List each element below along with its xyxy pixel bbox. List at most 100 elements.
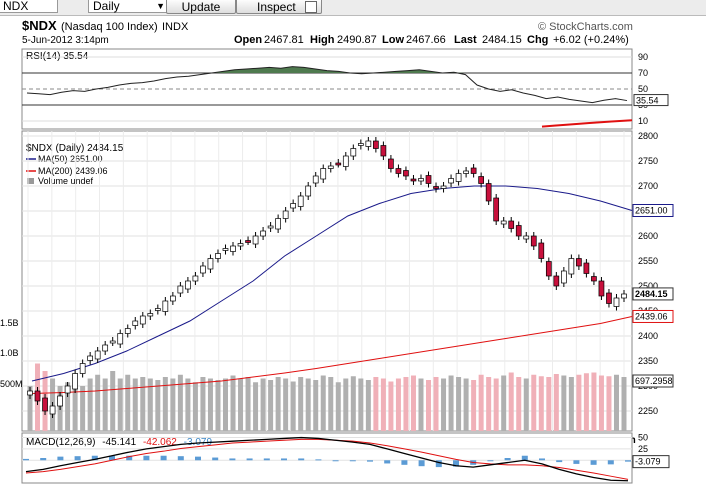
volume-bar bbox=[230, 375, 236, 431]
candle-body bbox=[64, 385, 71, 394]
candle-body bbox=[252, 235, 259, 245]
candle-body bbox=[102, 344, 109, 352]
toolbar: NDX Daily ▼ Update Inspect bbox=[0, 0, 706, 16]
volume-bar bbox=[508, 372, 514, 431]
candle-body bbox=[591, 276, 597, 282]
macd-hist-bar bbox=[349, 460, 356, 462]
candle-body bbox=[245, 240, 251, 243]
volume-bar bbox=[162, 377, 168, 431]
candle-body bbox=[500, 220, 507, 225]
volume-bar bbox=[486, 377, 492, 431]
volume-bar bbox=[313, 380, 319, 431]
ma200-legend: MA(200) 2439.06 bbox=[38, 166, 108, 176]
volume-bar bbox=[305, 378, 311, 431]
last-value: 2484.15 bbox=[482, 34, 522, 46]
low-value: 2467.66 bbox=[406, 34, 446, 46]
volume-bar bbox=[568, 377, 574, 431]
signal-value: -42.062 bbox=[143, 437, 177, 448]
macd-hist-bar bbox=[263, 458, 270, 461]
macd-hist-bar bbox=[367, 460, 373, 462]
macd-hist-bar bbox=[590, 460, 597, 465]
candle-body bbox=[425, 175, 432, 184]
symbol-input[interactable]: NDX bbox=[0, 0, 58, 13]
candle-body bbox=[267, 225, 274, 229]
checkbox-icon[interactable] bbox=[305, 1, 317, 13]
macd-hist-bar bbox=[298, 458, 305, 461]
update-button[interactable]: Update bbox=[166, 0, 236, 14]
volume-bar bbox=[448, 375, 454, 431]
candle-body bbox=[49, 405, 56, 415]
volume-bar bbox=[192, 382, 198, 431]
rsi-tick-label: 10 bbox=[638, 116, 648, 126]
candle-body bbox=[177, 285, 184, 294]
volume-bar bbox=[132, 378, 138, 431]
rsi-tick-label: 90 bbox=[638, 52, 648, 62]
macd-hist-bar bbox=[177, 456, 184, 461]
volume-bar bbox=[606, 376, 612, 431]
price-tick-label: 2800 bbox=[638, 131, 658, 141]
volume-bar bbox=[185, 378, 191, 431]
macd-hist-bar bbox=[229, 458, 236, 461]
price-tag-label: 697.2958 bbox=[635, 376, 673, 386]
volume-bar bbox=[253, 382, 259, 431]
volume-bar bbox=[516, 377, 522, 431]
candle-body bbox=[342, 155, 349, 167]
macd-panel: MACD(12,26,9) -45.141 -42.062 -3.079 025… bbox=[21, 432, 670, 484]
macd-hist-bar bbox=[607, 460, 614, 465]
volume-bar bbox=[523, 378, 529, 431]
inspect-toggle[interactable]: Inspect bbox=[236, 0, 322, 14]
candle-body bbox=[305, 185, 312, 197]
candle-body bbox=[162, 300, 169, 312]
macd-tick-label: 25 bbox=[638, 444, 648, 454]
volume-bar bbox=[418, 378, 424, 431]
candle-body bbox=[433, 186, 439, 189]
volume-bar bbox=[493, 378, 499, 431]
price-tag-label: 2439.06 bbox=[635, 311, 668, 321]
candle-body bbox=[448, 178, 454, 184]
volume-bar bbox=[147, 378, 153, 431]
rsi-overbought-fill bbox=[27, 66, 627, 73]
volume-bar bbox=[380, 378, 386, 431]
candle-body bbox=[418, 178, 424, 182]
candle-body bbox=[260, 230, 266, 237]
price-legend-title: $NDX (Daily) 2484.15 bbox=[26, 143, 124, 154]
macd-hist-bar bbox=[539, 458, 545, 461]
macd-hist-bar bbox=[418, 460, 425, 467]
volume-bar bbox=[388, 381, 394, 431]
low-label: Low bbox=[382, 34, 404, 46]
volume-bar bbox=[140, 377, 146, 431]
volume-bar bbox=[531, 374, 537, 431]
volume-bar bbox=[125, 374, 131, 431]
date-time: 5-Jun-2012 3:14pm bbox=[22, 35, 109, 46]
macd-hist-bar bbox=[126, 455, 133, 461]
macd-hist-bar bbox=[74, 456, 81, 461]
volume-bar bbox=[290, 381, 296, 431]
candle-body bbox=[117, 333, 124, 345]
price-tick-label: 2500 bbox=[638, 281, 658, 291]
volume-bar bbox=[260, 378, 266, 431]
volume-bar bbox=[463, 378, 469, 431]
price-tag-box bbox=[632, 374, 674, 388]
candle-body bbox=[350, 148, 357, 157]
volume-bar bbox=[177, 374, 183, 431]
stock-chart: $NDX (Nasdaq 100 Index) INDX © StockChar… bbox=[0, 18, 674, 484]
candle-body bbox=[312, 175, 319, 184]
open-label: Open bbox=[234, 34, 262, 46]
last-label: Last bbox=[454, 34, 477, 46]
price-tick-label: 2550 bbox=[638, 256, 658, 266]
volume-bar bbox=[283, 378, 289, 431]
macd-last-tag bbox=[632, 455, 670, 469]
price-tag-box bbox=[632, 309, 674, 323]
volume-bar bbox=[155, 380, 161, 431]
chevron-down-icon: ▼ bbox=[156, 1, 165, 11]
volume-bar bbox=[576, 374, 582, 431]
candle-body bbox=[147, 313, 154, 317]
volume-axis-label: 1.5B bbox=[0, 318, 19, 328]
rsi-tick-label: 70 bbox=[638, 68, 648, 78]
rsi-last-tag bbox=[633, 94, 669, 107]
period-select[interactable]: Daily ▼ bbox=[88, 0, 168, 13]
macd-tick-label: 50 bbox=[638, 433, 648, 443]
macd-hist-bar bbox=[40, 458, 47, 461]
candle-body bbox=[357, 143, 364, 146]
candle-body bbox=[192, 275, 199, 282]
